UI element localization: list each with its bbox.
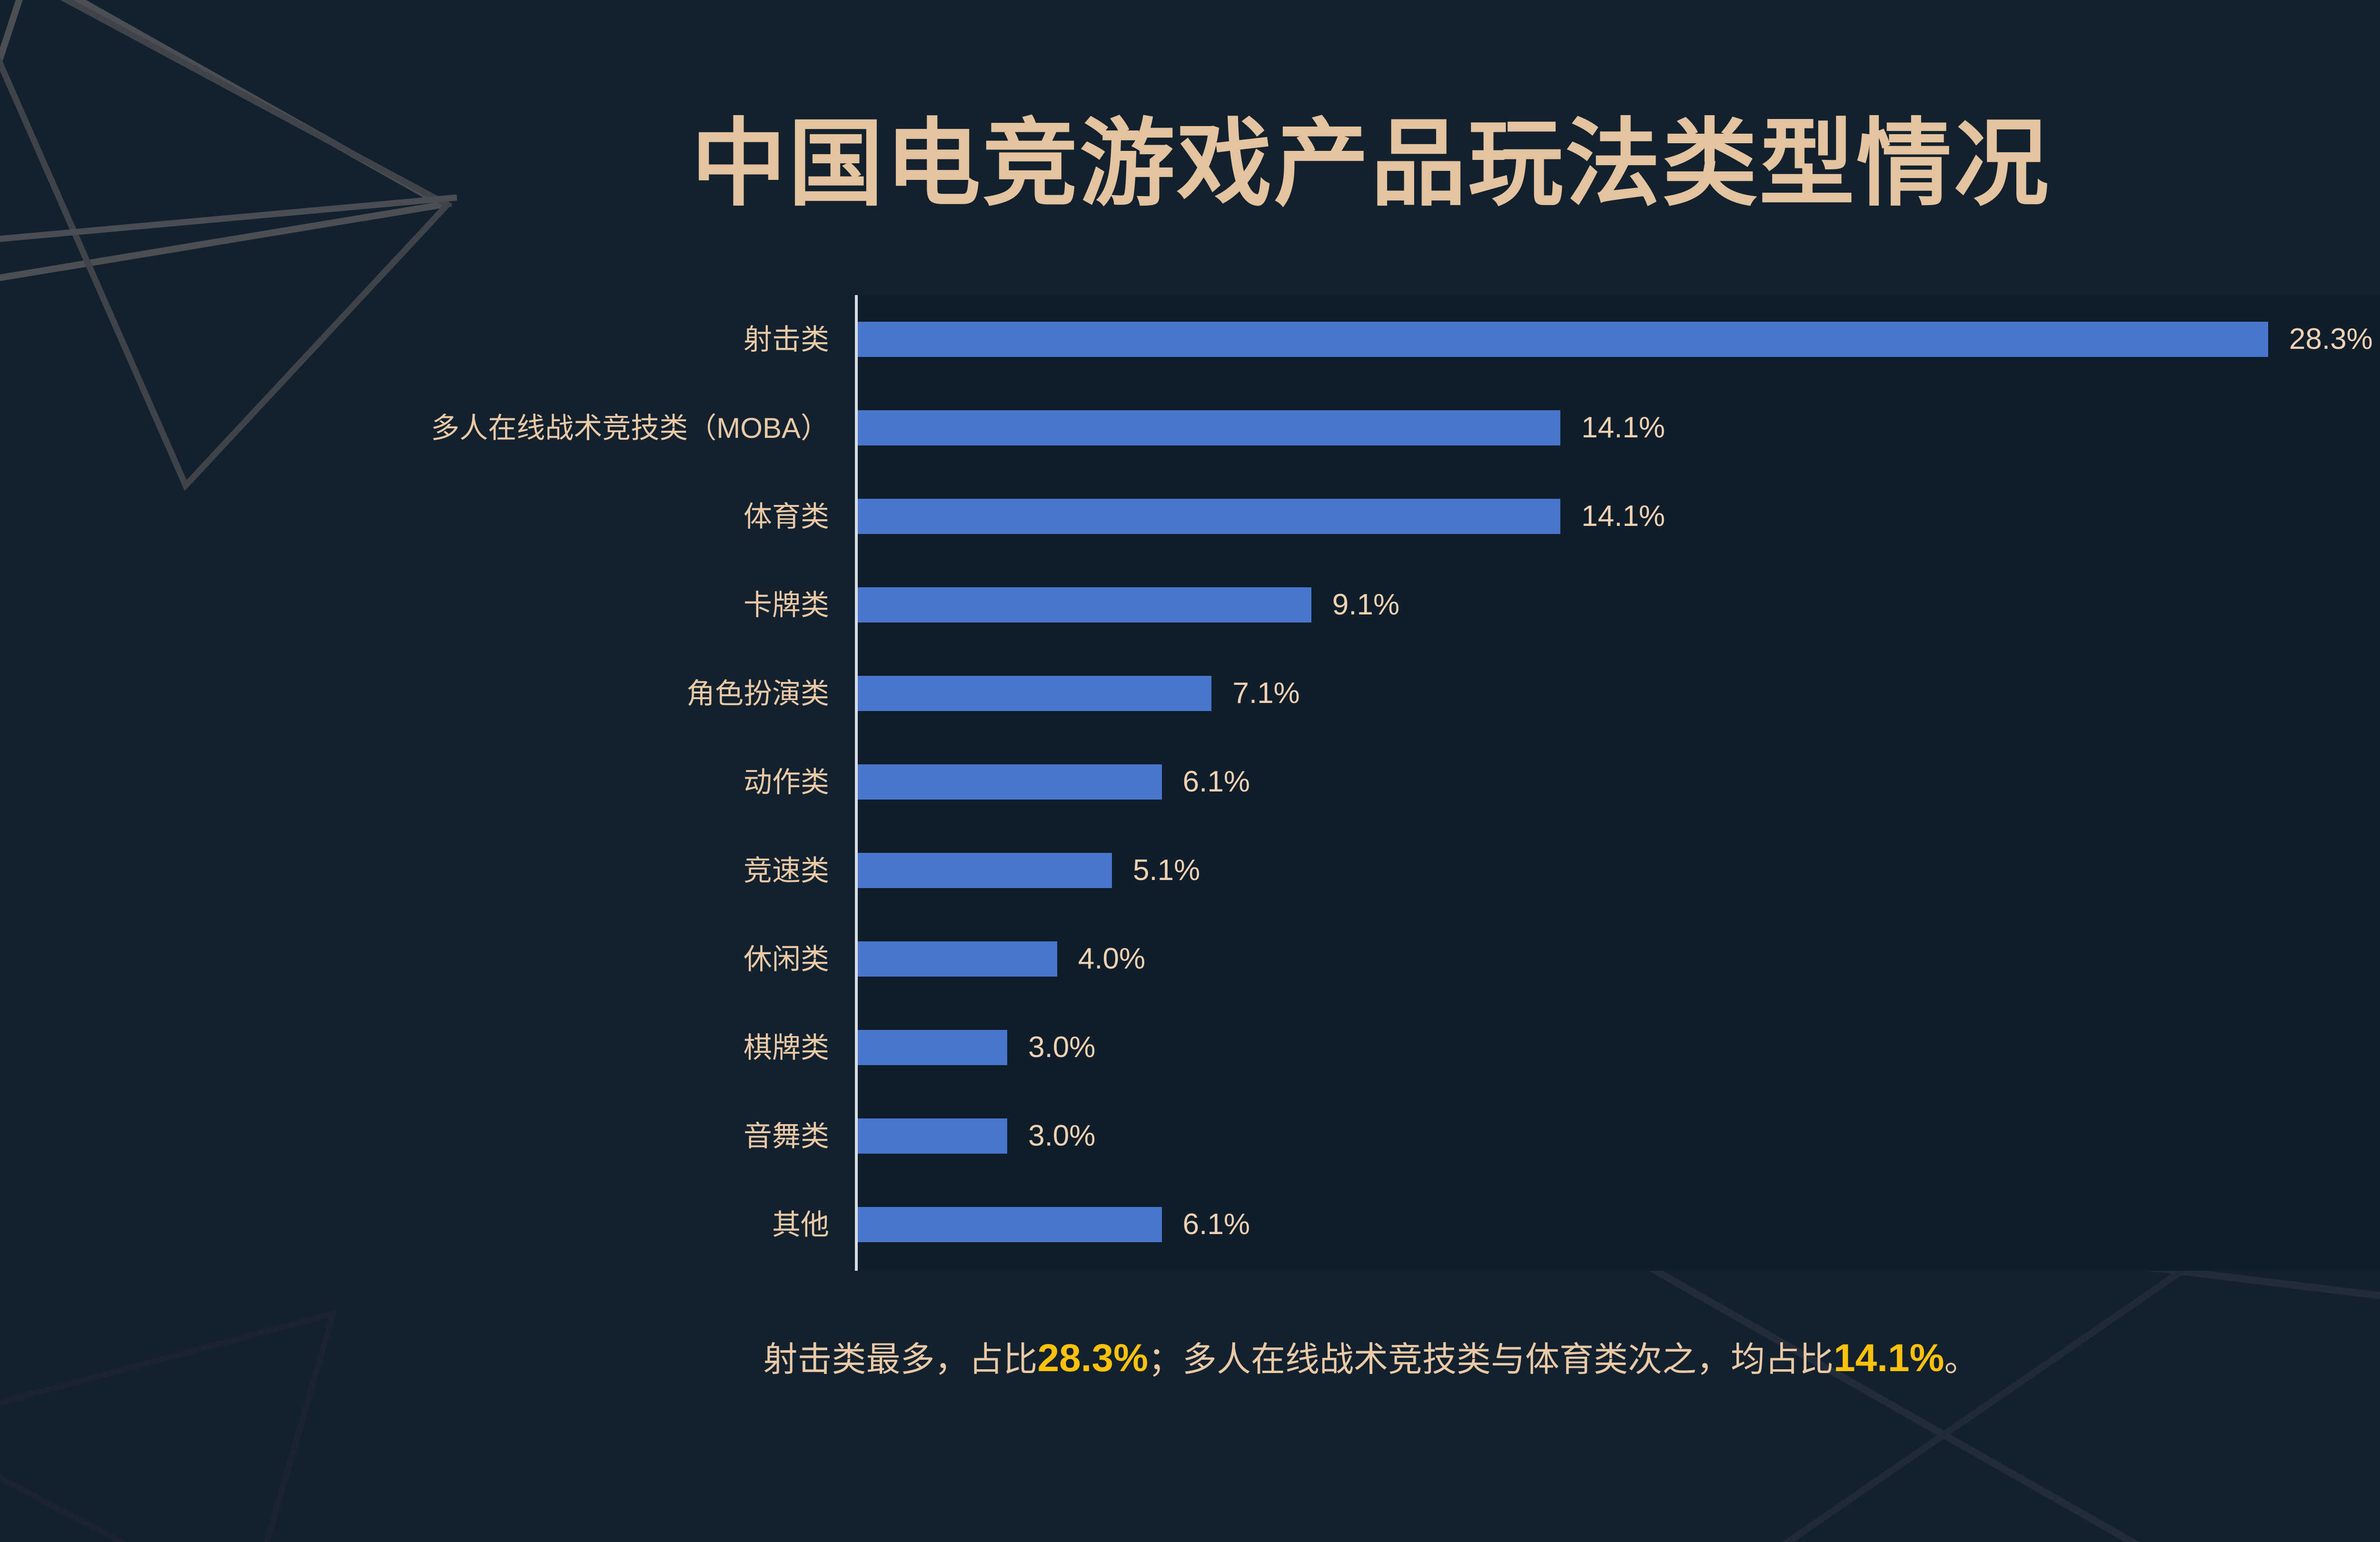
bar-value-label: 6.1% xyxy=(1182,1208,1250,1241)
bar-value-label: 3.0% xyxy=(1028,1119,1096,1152)
bar-row: 动作类 6.1% xyxy=(744,738,2380,826)
bar-row: 竞速类 5.1% xyxy=(744,826,2380,915)
bar xyxy=(858,764,1162,800)
bar-row: 多人在线战术竞技类（MOBA） 14.1% xyxy=(431,384,2380,472)
category-label: 竞速类 xyxy=(744,855,829,887)
bar xyxy=(858,941,1057,977)
bar-value-label: 4.0% xyxy=(1078,942,1146,975)
bar xyxy=(858,676,1212,711)
bar-row: 卡牌类 9.1% xyxy=(744,561,2380,649)
category-label: 休闲类 xyxy=(744,943,829,975)
bar-value-label: 9.1% xyxy=(1332,588,1400,621)
bar xyxy=(858,853,1112,888)
bar-row: 角色扮演类 7.1% xyxy=(686,649,2380,738)
bar xyxy=(858,322,2268,357)
caption-text-1: 射击类最多，占比 xyxy=(763,1341,1038,1379)
bar-row: 棋牌类 3.0% xyxy=(744,1003,2380,1092)
bar xyxy=(858,1207,1162,1242)
bar-value-label: 28.3% xyxy=(2289,323,2373,356)
caption-text-3: 。 xyxy=(1944,1341,1979,1379)
bar-row: 其他 6.1% xyxy=(772,1180,2380,1269)
page-title: 中国电竞游戏产品玩法类型情况 xyxy=(691,111,2051,217)
bar-value-label: 3.0% xyxy=(1028,1031,1096,1064)
bar-row: 体育类 14.1% xyxy=(744,472,2380,561)
caption-highlight-1: 28.3% xyxy=(1037,1336,1148,1380)
category-label: 音舞类 xyxy=(744,1120,829,1152)
bar xyxy=(858,499,1561,534)
chart-caption: 射击类最多，占比28.3%；多人在线战术竞技类与体育类次之，均占比14.1%。 xyxy=(0,1333,2380,1385)
bar xyxy=(858,1118,1008,1154)
caption-text-2: ；多人在线战术竞技类与体育类次之，均占比 xyxy=(1148,1341,1834,1379)
bar-row: 休闲类 4.0% xyxy=(744,915,2380,1003)
bar xyxy=(858,587,1311,623)
category-label: 射击类 xyxy=(744,324,829,356)
bar-value-label: 7.1% xyxy=(1232,677,1300,710)
bar-row: 射击类 28.3% xyxy=(744,295,2380,384)
bar-value-label: 6.1% xyxy=(1182,765,1250,798)
bar-chart-plot: 射击类 28.3% 多人在线战术竞技类（MOBA） 14.1% 体育类 14.1% 卡牌类 9… xyxy=(431,295,2380,1271)
category-label: 其他 xyxy=(772,1209,829,1241)
caption-highlight-2: 14.1% xyxy=(1834,1336,1944,1380)
bar-row: 音舞类 3.0% xyxy=(744,1092,2380,1180)
category-label: 多人在线战术竞技类（MOBA） xyxy=(431,412,829,444)
category-label: 角色扮演类 xyxy=(686,678,829,710)
category-label: 动作类 xyxy=(744,766,829,798)
bar-value-label: 5.1% xyxy=(1132,854,1200,887)
bar xyxy=(858,1030,1008,1065)
bar-value-label: 14.1% xyxy=(1581,500,1666,533)
category-label: 棋牌类 xyxy=(744,1032,829,1064)
bar-value-label: 14.1% xyxy=(1581,411,1666,444)
category-label: 体育类 xyxy=(744,501,829,533)
value-axis-line xyxy=(855,295,859,1271)
bar xyxy=(858,410,1561,445)
category-label: 卡牌类 xyxy=(744,589,829,621)
